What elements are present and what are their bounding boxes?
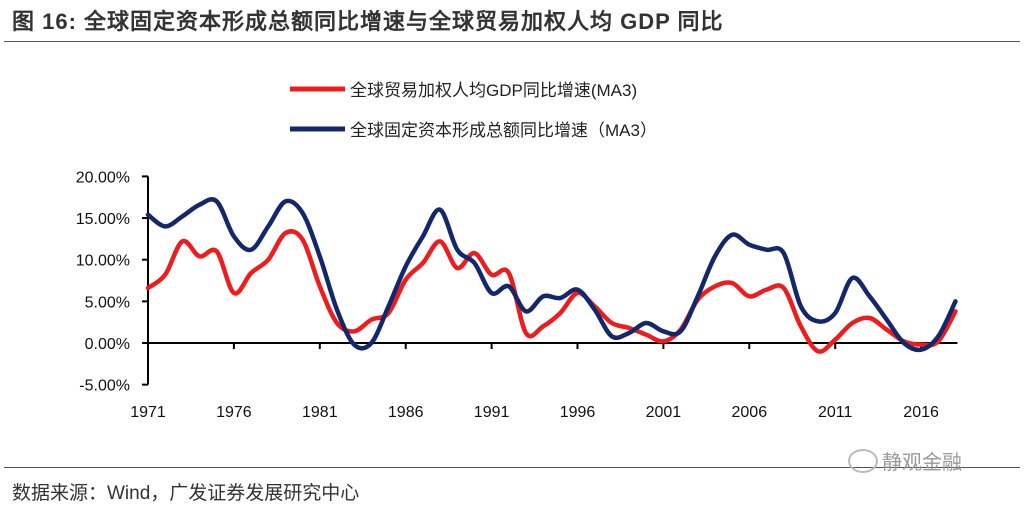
x-tick-label: 2006 [732,404,768,421]
x-tick-label: 2016 [903,404,939,421]
y-tick-label: 10.00% [76,253,130,270]
x-tick-label: 1986 [388,404,424,421]
wechat-icon [848,448,878,473]
x-tick-label: 1996 [560,404,596,421]
x-tick-label: 2001 [646,404,682,421]
x-tick-label: 1976 [216,404,252,421]
x-tick-label: 1991 [474,404,510,421]
footer-divider [4,467,1020,468]
legend-label-gfcf: 全球固定资本形成总额同比增速（MA3） [350,121,657,140]
x-tick-label: 1981 [302,404,338,421]
figure-title: 图 16: 全球固定资本形成总额同比增速与全球贸易加权人均 GDP 同比 [12,9,724,34]
x-tick-label: 1971 [130,404,166,421]
y-tick-label: 0.00% [85,336,130,353]
legend: 全球贸易加权人均GDP同比增速(MA3) 全球固定资本形成总额同比增速（MA3） [290,81,657,140]
x-tick-label: 2011 [818,404,853,421]
watermark-text: 静观金融 [882,452,962,474]
series-line-gdp [145,229,958,354]
title-divider [4,41,1020,42]
watermark: 静观金融 [848,446,962,475]
y-tick-label: 15.00% [76,211,130,228]
source-note: 数据来源：Wind，广发证券发展研究中心 [12,483,360,504]
y-tick-label: 5.00% [85,294,130,311]
legend-label-gdp: 全球贸易加权人均GDP同比增速(MA3) [350,81,637,100]
y-tick-label: -5.00% [79,378,130,395]
series-line-gfcf [145,197,958,353]
y-tick-label: 20.00% [76,169,130,186]
